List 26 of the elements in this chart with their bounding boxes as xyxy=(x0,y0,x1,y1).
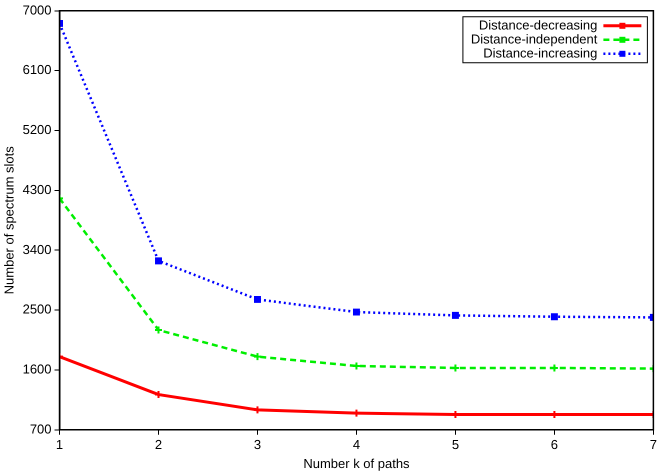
y-tick-label: 6100 xyxy=(22,62,52,78)
point xyxy=(252,352,262,362)
point xyxy=(550,313,558,320)
point xyxy=(452,312,459,319)
x-axis-title: Number k of paths xyxy=(303,456,410,471)
x-tick-label: 7 xyxy=(650,437,657,452)
point xyxy=(254,296,261,303)
y-tick-label: 3400 xyxy=(22,242,52,257)
point xyxy=(155,257,162,264)
legend-label: Distance-decreasing xyxy=(478,17,598,32)
y-tick-label: 4300 xyxy=(22,182,52,197)
x-tick-label: 3 xyxy=(254,437,262,452)
point xyxy=(352,308,360,316)
legend-label: Distance-independent xyxy=(470,31,598,46)
x-tick-label: 5 xyxy=(452,437,460,452)
y-tick-label: 2500 xyxy=(22,302,52,317)
x-tick-label: 2 xyxy=(154,437,162,452)
x-tick-label: 4 xyxy=(352,437,360,452)
x-tick-label: 6 xyxy=(550,437,558,452)
x-tick-label: 1 xyxy=(56,437,64,452)
y-tick-label: 7000 xyxy=(22,2,52,18)
y-axis-title: Number of spectrum slots xyxy=(1,146,16,294)
legend-label: Distance-increasing xyxy=(483,45,598,60)
y-tick-label: 5200 xyxy=(22,122,52,138)
y-tick-label: 700 xyxy=(30,421,52,436)
y-tick-label: 1600 xyxy=(22,362,52,377)
